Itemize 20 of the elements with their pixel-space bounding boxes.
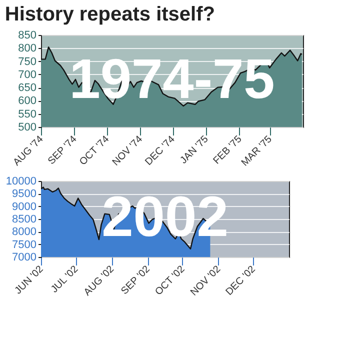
y-tick-label: 600	[18, 95, 36, 108]
x-tick-label: SEP '74	[46, 134, 80, 167]
y-tick-label: 8000	[12, 226, 36, 238]
y-tick-label: 850	[18, 30, 36, 42]
y-tick-label: 500	[18, 122, 36, 134]
y-tick-label: 800	[18, 42, 36, 55]
y-tick-label: 9000	[12, 200, 36, 213]
x-tick-label: JUL '02	[49, 264, 81, 296]
y-tick-label: 550	[18, 108, 36, 120]
y-tick-label: 10000	[6, 176, 36, 188]
y-tick-label: 650	[18, 82, 36, 94]
chart-title: History repeats itself?	[4, 4, 215, 26]
y-tick-label: 7000	[12, 252, 36, 264]
y-tick-label: 750	[18, 56, 36, 68]
x-tick-label: JAN '75	[178, 134, 212, 166]
y-tick-label: 7500	[12, 238, 36, 251]
y-tick-label: 9500	[12, 188, 36, 200]
x-tick-label: SEP '02	[119, 264, 153, 297]
y-tick-label: 8500	[12, 214, 36, 226]
y-tick-label: 700	[18, 68, 36, 81]
